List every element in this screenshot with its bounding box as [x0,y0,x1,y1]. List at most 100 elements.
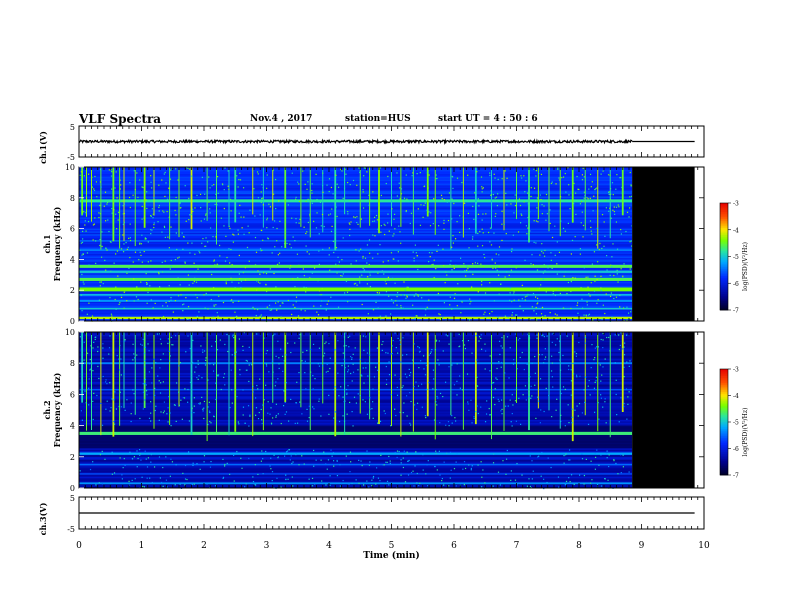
ch2-spectrogram-speckle [124,340,126,342]
ch1-spectrogram-speckle [621,192,623,194]
ch1-spectrogram-speckle [543,255,546,257]
ch2-spectrogram-speckle [338,395,340,397]
ch1-spectrogram-speckle [605,207,607,209]
ch2-spectrogram-speckle [258,411,260,414]
y-tick-label: 2 [70,453,75,462]
ch2-spectrogram-speckle [168,396,170,398]
ch1-spectrogram-speckle [451,198,453,200]
ch1-spectrogram-speckle [221,183,224,185]
ch1-spectrogram-speckle [342,197,344,200]
ch2-spectrogram-speckle [575,355,577,357]
ch2-spectrogram-speckle [413,343,415,345]
ch2-spectrogram-speckle [318,347,321,349]
ch2-spectrogram-speckle [438,340,440,342]
ch1-spectrogram-speckle [600,275,602,277]
ch1-spectrogram-speckle [328,254,330,256]
ch2-spectrogram-speckle [338,420,341,423]
ch1-spectrogram-speckle [413,260,415,262]
ch2-spectrogram-speckle [406,451,408,453]
ch1-spectrogram-speckle [589,220,592,222]
ch1-spectrogram-speckle [230,300,232,302]
ch2-spectrogram-speckle [417,385,420,387]
ch2-spectrogram-speckle [203,407,205,409]
ch1-spectrogram-speckle [550,259,552,261]
ch1-spectrogram-speckle [469,270,471,272]
ch2-spectrogram-colorbar-cell [720,437,728,441]
ch1-spectrogram-speckle [610,292,613,294]
ch2-spectrogram-speckle [381,349,383,352]
ch1-spectrogram-speckle [466,269,468,271]
ch2-spectrogram-speckle [118,358,120,360]
ch1-spectrogram-speckle [317,280,319,282]
ch1-spectrogram-speckle [373,220,376,222]
ch1-spectrogram-speckle [379,167,382,169]
ch1-spectrogram-colorbar-cell [720,279,728,282]
ch1-spectrogram-speckle [564,172,566,175]
ch2-spectrogram-speckle [537,456,539,458]
ch2-spectrogram-speckle [226,462,228,464]
ch1-spectrogram-colorbar-cell [720,227,728,231]
ch2-spectrogram-noise-row [79,449,633,452]
ch2-spectrogram-noise-row [79,410,633,412]
ch2-spectrogram-noise-row [79,418,633,421]
ch2-spectrogram-speckle [266,365,268,367]
ch2-spectrogram-speckle [344,400,346,402]
ch2-spectrogram-speckle [213,416,215,418]
ch2-spectrogram-speckle [346,392,348,394]
ch1-spectrogram-speckle [113,227,115,229]
ch2-spectrogram-speckle [167,342,169,345]
ch1-spectrogram-speckle [333,318,335,320]
ch2-spectrogram-speckle [492,382,494,384]
ch2-spectrogram-speckle [407,474,410,476]
ch2-spectrogram-speckle [147,343,149,345]
ch2-spectrogram-speckle [617,473,619,475]
ch2-spectrogram-speckle [194,371,196,373]
ch2-spectrogram-speckle [500,399,503,401]
ch2-spectrogram-speckle [543,478,545,480]
ch1-spectrogram-speckle [574,236,576,238]
ch1-spectrogram-speckle [116,197,118,199]
ch2-spectrogram-speckle [605,422,607,424]
ch1-spectrogram-speckle [561,177,563,179]
ch2-spectrogram-speckle [594,456,597,458]
ch1-spectrogram-speckle [85,211,87,214]
ch2-spectrogram-speckle [578,341,580,344]
ch2-spectrogram-speckle [248,380,250,383]
ch1-spectrogram-speckle [307,181,309,183]
ch1-spectrogram-noise-row [79,273,633,276]
ch2-spectrogram-speckle [391,352,393,355]
ch2-spectrogram-speckle [506,336,509,338]
ch1-spectrogram-speckle [111,212,113,214]
ch2-spectrogram-speckle [192,339,194,342]
ch1-spectrogram-speckle [254,264,257,266]
ch2-spectrogram-noise-row [79,445,633,448]
ch2-spectrogram-speckle [301,413,303,415]
ch1-spectrogram-speckle [146,283,148,286]
ch2-spectrogram-speckle [124,464,126,466]
ch2-spectrogram-speckle [626,361,628,363]
ch2-spectrogram-speckle [594,357,596,359]
ch1-spectrogram-speckle [246,246,249,249]
ch1-spectrogram-colorbar-cell [720,302,728,306]
ch1-spectrogram-speckle [390,313,392,315]
ch1-spectrogram-speckle [266,306,268,308]
ch2-spectrogram-colorbar-cell [720,369,728,372]
ch1-spectrogram-speckle [147,241,149,243]
ch1-spectrogram-speckle [405,297,407,299]
ch1-spectrogram-speckle [609,198,612,201]
ch2-spectrogram-speckle [394,408,396,410]
ch1-spectrogram-speckle [113,262,115,264]
ch2-spectrogram-speckle [537,396,539,398]
ch2-spectrogram-speckle [151,367,153,369]
ch2-spectrogram-speckle [530,397,532,399]
ch2-spectrogram-speckle [136,450,138,452]
ch1-spectrogram-noise-row [79,256,633,259]
ch2-spectrogram-speckle [464,467,467,470]
ch1-spectrogram-speckle [489,174,491,177]
ch1-spectrogram-speckle [256,280,258,282]
ch1-spectrogram-speckle [126,248,128,250]
ch2-spectrogram-speckle [187,401,189,403]
ch1-spectrogram-speckle [349,234,351,237]
ch1-spectrogram-speckle [496,269,498,271]
ch1-spectrogram-speckle [384,233,386,236]
